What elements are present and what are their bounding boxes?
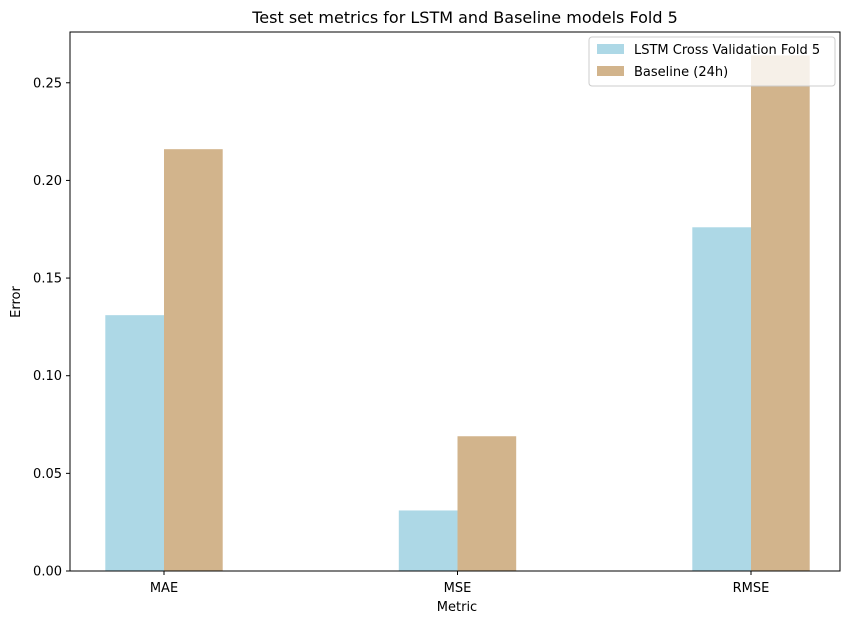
bar-baseline-mse xyxy=(457,436,517,571)
x-axis-label: Metric xyxy=(437,600,477,615)
x-tick-label-mae: MAE xyxy=(150,581,178,596)
y-axis-label: Error xyxy=(9,286,24,318)
bar-lstm-mae xyxy=(105,315,164,571)
chart-title: Test set metrics for LSTM and Baseline m… xyxy=(251,8,678,27)
bar-lstm-rmse xyxy=(692,227,751,571)
legend-box xyxy=(588,36,836,87)
y-tick-label: 0.20 xyxy=(33,174,62,189)
bar-baseline-mae xyxy=(164,149,223,571)
bars-layer xyxy=(105,55,810,571)
y-tick-label: 0.25 xyxy=(33,76,62,91)
legend: LSTM Cross Validation Fold 5 Baseline (2… xyxy=(588,36,836,87)
legend-swatch-baseline xyxy=(597,66,624,76)
y-tick-label: 0.05 xyxy=(33,467,62,482)
y-tick-label: 0.15 xyxy=(33,272,62,287)
bar-baseline-rmse xyxy=(751,55,810,571)
x-tick-label-mse: MSE xyxy=(444,581,472,596)
y-tick-label: 0.00 xyxy=(33,565,62,580)
legend-label-lstm: LSTM Cross Validation Fold 5 xyxy=(634,43,820,58)
legend-swatch-lstm xyxy=(597,44,624,54)
x-tick-label-rmse: RMSE xyxy=(733,581,770,596)
ticks-layer: 0.00 0.05 0.10 0.15 0.20 0.25 MAE MSE RMSE xyxy=(33,76,769,596)
y-tick-label: 0.10 xyxy=(33,369,62,384)
bar-lstm-mse xyxy=(398,510,458,571)
legend-label-baseline: Baseline (24h) xyxy=(634,65,728,80)
plot-frame xyxy=(69,31,841,572)
